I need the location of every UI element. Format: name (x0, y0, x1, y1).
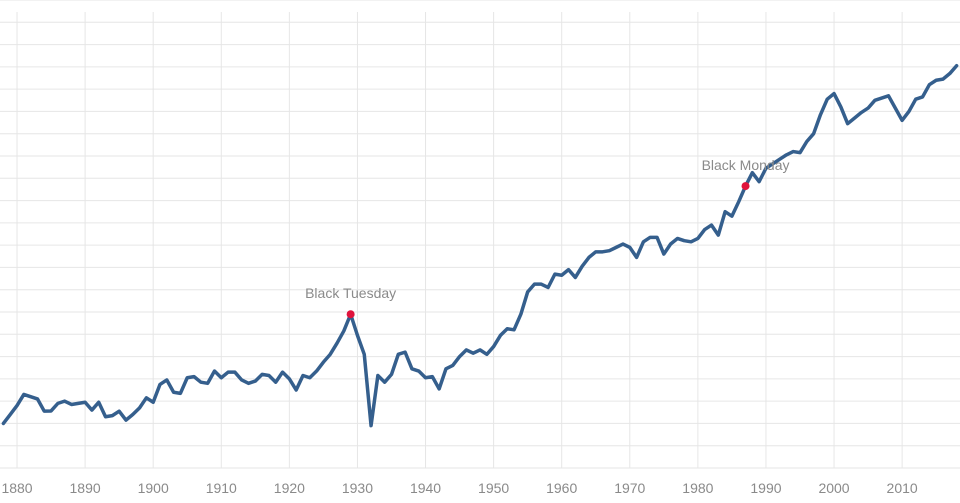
x-tick-label: 1920 (274, 480, 305, 496)
vertical-gridlines (16, 12, 903, 468)
x-tick-label: 1900 (138, 480, 169, 496)
x-tick-label: 1980 (682, 480, 713, 496)
x-tick-label: 1930 (342, 480, 373, 496)
horizontal-gridlines (0, 0, 960, 469)
annotation-marker (346, 310, 355, 319)
x-tick-label: 1960 (546, 480, 577, 496)
series-line (1, 63, 959, 428)
annotation-label: Black Tuesday (305, 285, 396, 301)
x-tick-label: 1880 (1, 480, 32, 496)
annotation-label: Black Monday (702, 157, 790, 173)
x-tick-label: 1890 (70, 480, 101, 496)
x-tick-label: 1970 (614, 480, 645, 496)
x-axis-ticks: 1880 1890 1900 1910 1920 1930 1940 1950 1960 1970… (1, 480, 917, 496)
x-tick-label: 1950 (478, 480, 509, 496)
x-tick-label: 1910 (206, 480, 237, 496)
x-tick-label: 2010 (887, 480, 918, 496)
annotations: Black Tuesday Black Monday (305, 157, 790, 319)
annotation-marker (741, 182, 750, 191)
x-tick-label: 1990 (750, 480, 781, 496)
x-tick-label: 1940 (410, 480, 441, 496)
x-tick-label: 2000 (818, 480, 849, 496)
